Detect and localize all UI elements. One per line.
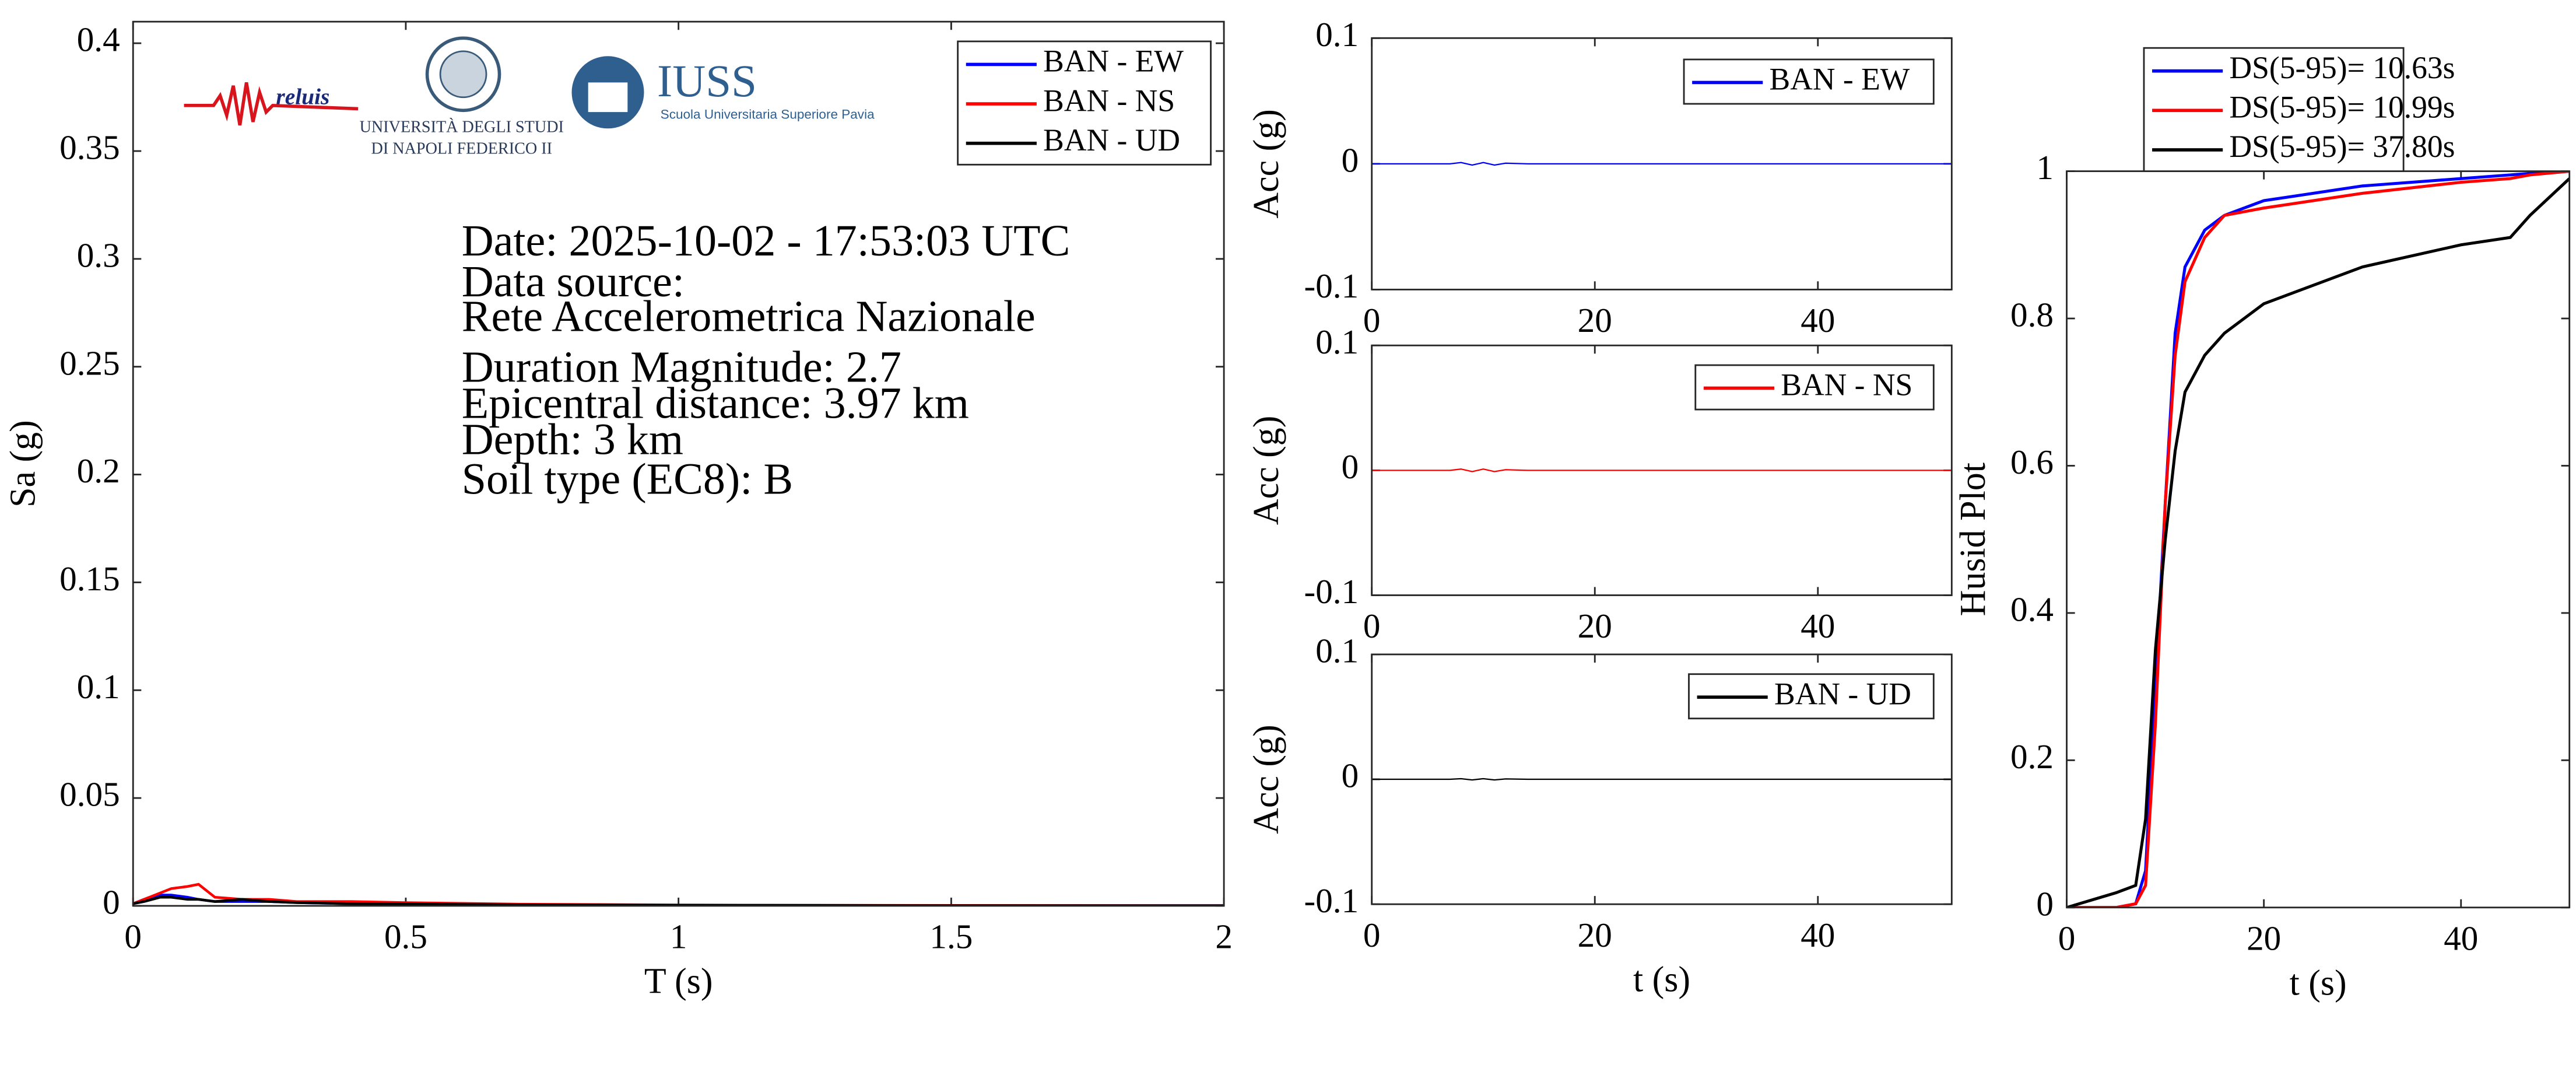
x-tick-label: 0 xyxy=(1363,301,1381,339)
y-tick-label: 0.1 xyxy=(1315,323,1359,361)
y-tick-label: 0.2 xyxy=(2010,737,2054,776)
annotation: Rete Accelerometrica Nazionale xyxy=(462,292,1036,341)
y-axis-label: Sa (g) xyxy=(3,420,43,507)
y-tick-label: 0.05 xyxy=(59,775,120,814)
legend-label: BAN - NS xyxy=(1781,367,1912,402)
axes-box xyxy=(1371,344,1953,596)
y-tick-label: 0 xyxy=(1342,757,1359,795)
axes-box xyxy=(1371,653,1953,905)
series-line xyxy=(2066,177,2570,908)
x-tick-label: 1 xyxy=(670,918,687,956)
x-tick-label: 40 xyxy=(1801,607,1835,645)
logo-reluis: reluis xyxy=(184,82,359,126)
axes-box xyxy=(1371,37,1953,290)
x-axis-label: t (s) xyxy=(1633,960,1690,1000)
series-line xyxy=(1371,162,1952,166)
axes-box xyxy=(132,20,1225,907)
annotation: Data source: xyxy=(462,257,685,306)
x-axis-label: t (s) xyxy=(2290,963,2347,1003)
logo-text: DI NAPOLI FEDERICO II xyxy=(371,139,552,157)
annotation: Date: 2025-10-02 - 17:53:03 UTC xyxy=(462,216,1071,265)
y-tick-label: 0.3 xyxy=(77,236,120,274)
y-tick-label: 0.6 xyxy=(2010,443,2054,481)
y-tick-label: 0.1 xyxy=(1315,15,1359,54)
x-tick-label: 0 xyxy=(124,918,142,956)
legend-label: BAN - UD xyxy=(1774,676,1911,711)
legend-label: BAN - NS xyxy=(1043,83,1175,118)
y-tick-label: 0.15 xyxy=(59,559,120,598)
legend-label: DS(5-95)= 37.80s xyxy=(2229,129,2455,164)
y-tick-label: 0.1 xyxy=(77,667,120,706)
x-tick-label: 20 xyxy=(1578,607,1612,645)
logo-text: IUSS xyxy=(657,56,757,107)
y-axis-label: Husid Plot xyxy=(1953,463,1993,616)
plot-area xyxy=(133,22,1224,906)
y-tick-label: 0.2 xyxy=(77,451,120,490)
x-tick-label: 0 xyxy=(1363,916,1381,954)
annotation: Duration Magnitude: 2.7 xyxy=(462,343,901,392)
legend-label: BAN - UD xyxy=(1043,122,1180,157)
series-line xyxy=(2066,171,2570,908)
x-tick-label: 2 xyxy=(1215,918,1233,956)
y-tick-label: -0.1 xyxy=(1304,572,1359,611)
series-line xyxy=(1371,468,1952,472)
x-axis-label: T (s) xyxy=(644,961,713,1001)
y-tick-label: 0.4 xyxy=(2010,590,2054,628)
series-line xyxy=(133,895,1224,906)
logo-text: UNIVERSITÀ DEGLI STUDI xyxy=(360,118,564,136)
x-tick-label: 0 xyxy=(2058,919,2076,958)
y-tick-label: 0 xyxy=(1342,447,1359,486)
annotation: Soil type (EC8): B xyxy=(462,454,793,503)
y-tick-label: -0.1 xyxy=(1304,881,1359,920)
x-tick-label: 0.5 xyxy=(384,918,427,956)
y-tick-label: 0 xyxy=(103,883,120,922)
x-tick-label: 40 xyxy=(1801,916,1835,954)
logo-unina: UNIVERSITÀ DEGLI STUDI DI NAPOLI FEDERIC… xyxy=(360,36,564,157)
x-tick-label: 20 xyxy=(1578,301,1612,339)
legend-label: DS(5-95)= 10.63s xyxy=(2229,50,2455,85)
y-tick-label: 0.35 xyxy=(59,128,120,167)
x-tick-label: 0 xyxy=(1363,607,1381,645)
series-line xyxy=(2066,171,2570,908)
y-tick-label: 0.25 xyxy=(59,344,120,382)
x-tick-label: 20 xyxy=(2247,919,2281,958)
series-line xyxy=(1371,778,1952,781)
legend-label: DS(5-95)= 10.99s xyxy=(2229,90,2455,125)
annotation: Epicentral distance: 3.97 km xyxy=(462,379,969,428)
x-tick-label: 40 xyxy=(1801,301,1835,339)
y-tick-label: -0.1 xyxy=(1304,267,1359,305)
y-tick-label: 0 xyxy=(2036,884,2054,923)
legend-label: BAN - EW xyxy=(1770,62,1910,97)
logo-text: reluis xyxy=(276,84,329,110)
plot-area xyxy=(2066,171,2570,908)
x-tick-label: 20 xyxy=(1578,916,1612,954)
logo-iuss: IUSS Scuola Universitaria Superiore Pavi… xyxy=(571,56,875,129)
x-tick-label: 1.5 xyxy=(929,918,973,956)
y-tick-label: 0.1 xyxy=(1315,631,1359,670)
annotation: Depth: 3 km xyxy=(462,415,683,464)
y-axis-label: Acc (g) xyxy=(1247,724,1286,834)
y-tick-label: 0.4 xyxy=(77,20,120,59)
y-tick-label: 0 xyxy=(1342,141,1359,179)
x-tick-label: 40 xyxy=(2444,919,2478,958)
y-tick-label: 1 xyxy=(2036,148,2054,187)
y-tick-label: 0.8 xyxy=(2010,296,2054,334)
y-axis-label: Acc (g) xyxy=(1247,416,1286,526)
legend-label: BAN - EW xyxy=(1043,44,1184,79)
y-axis-label: Acc (g) xyxy=(1247,109,1286,219)
logo-text: Scuola Universitaria Superiore Pavia xyxy=(661,107,875,122)
